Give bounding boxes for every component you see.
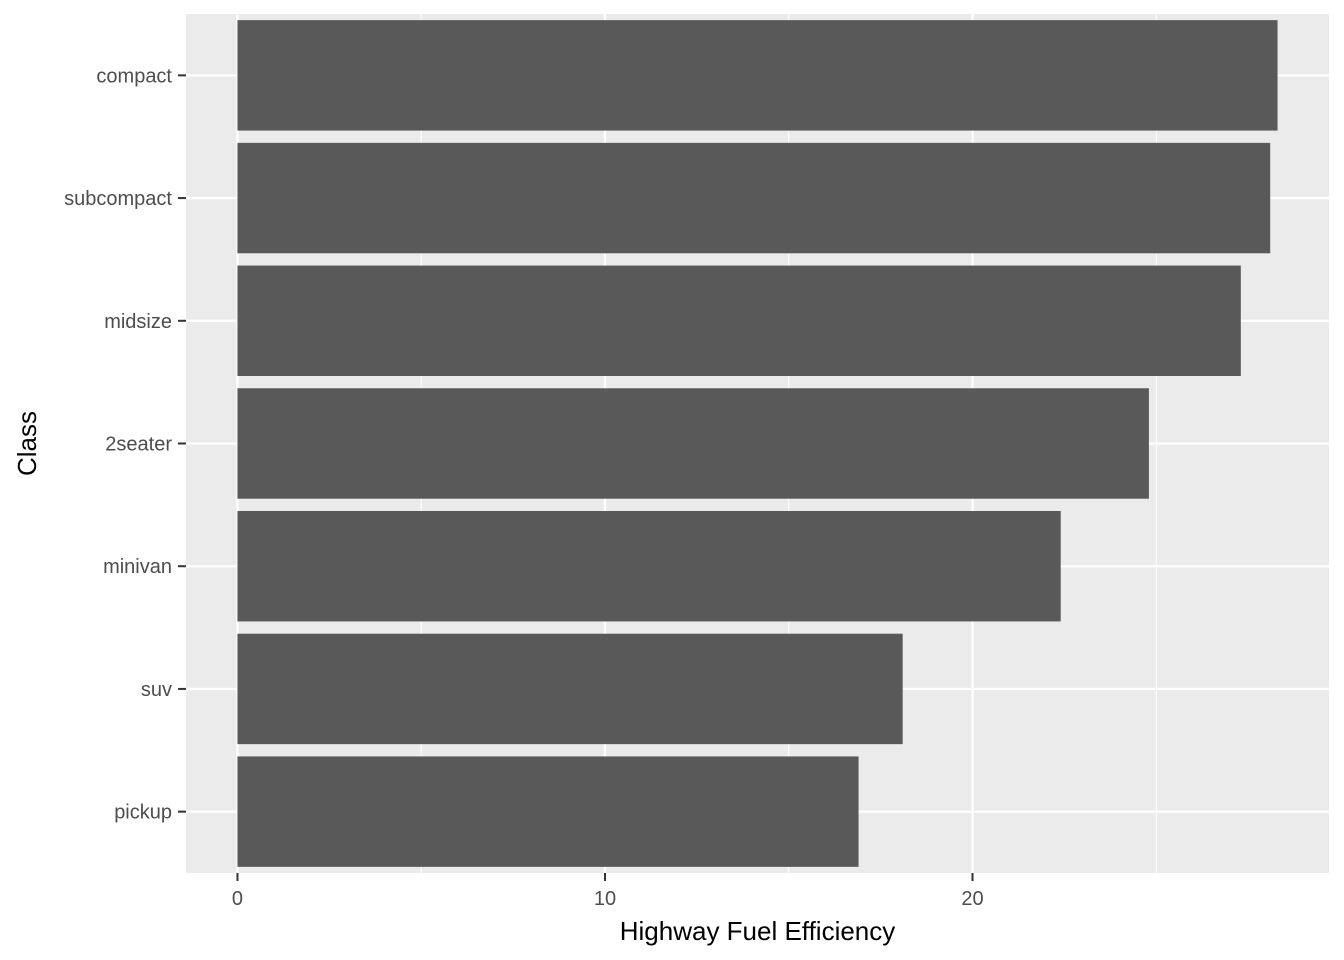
y-tick-label: compact — [96, 65, 172, 87]
y-tick-label: suv — [141, 679, 172, 701]
y-axis: compact subcompact midsize 2seater minivan su… — [64, 65, 186, 824]
x-axis-title: Highway Fuel Efficiency — [620, 916, 896, 946]
bar-subcompact — [237, 142, 1271, 254]
y-tick-label: subcompact — [64, 188, 172, 210]
bar-compact — [237, 20, 1278, 131]
bar-pickup — [237, 756, 859, 867]
y-tick-label: 2seater — [105, 434, 172, 456]
y-tick-label: pickup — [114, 802, 172, 824]
x-tick-label: 10 — [594, 888, 616, 910]
bar-midsize — [237, 265, 1241, 377]
y-tick-label: midsize — [104, 311, 172, 333]
y-axis-title: Class — [12, 411, 42, 476]
bar-minivan — [237, 510, 1061, 622]
bars — [237, 20, 1278, 867]
x-axis: 0 10 20 — [232, 873, 984, 910]
x-tick-label: 20 — [961, 888, 983, 910]
x-tick-label: 0 — [232, 888, 243, 910]
bar-suv — [237, 633, 903, 745]
y-tick-label: minivan — [103, 556, 172, 578]
bar-2seater — [237, 388, 1149, 499]
